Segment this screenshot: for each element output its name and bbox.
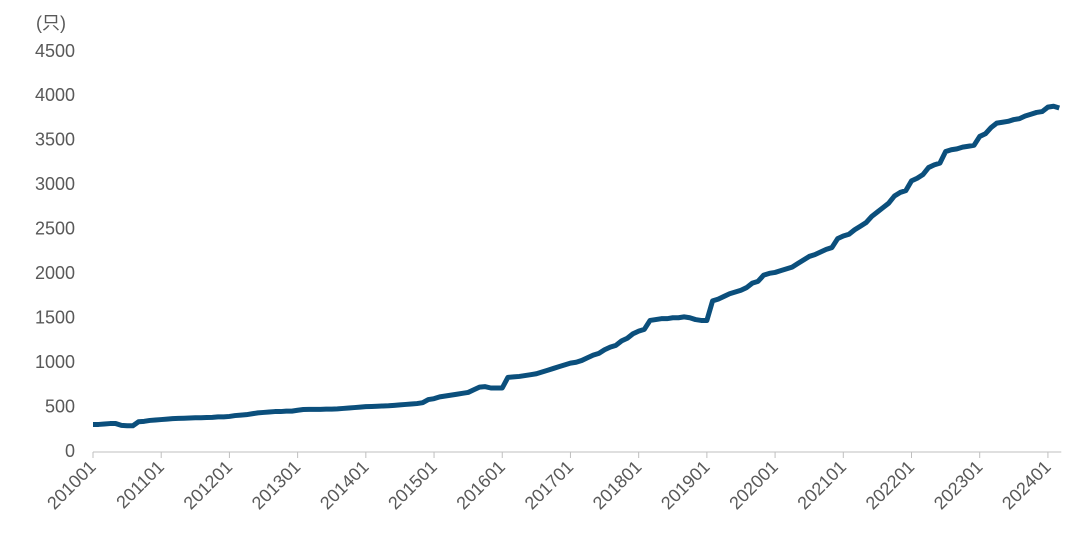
x-tick-label: 201901 xyxy=(657,457,714,514)
y-tick-label: 4500 xyxy=(35,41,75,61)
x-tick-label: 201401 xyxy=(316,457,373,514)
x-tick-label: 202101 xyxy=(793,457,850,514)
x-tick-label: 201601 xyxy=(452,457,509,514)
x-tick-label: 202201 xyxy=(862,457,919,514)
y-tick-label: 3500 xyxy=(35,130,75,150)
x-tick-label: 201201 xyxy=(180,457,237,514)
x-tick-label: 201501 xyxy=(384,457,441,514)
x-tick-label: 201301 xyxy=(248,457,305,514)
y-tick-label: 3000 xyxy=(35,174,75,194)
y-tick-label: 0 xyxy=(65,441,75,461)
y-tick-label: 1000 xyxy=(35,352,75,372)
x-tick-label: 202001 xyxy=(725,457,782,514)
x-tick-label: 201801 xyxy=(589,457,646,514)
x-tick-label: 202301 xyxy=(930,457,987,514)
data-line xyxy=(93,103,1061,429)
y-tick-label: 2000 xyxy=(35,263,75,283)
y-tick-label: 500 xyxy=(45,396,75,416)
x-tick-label: 201701 xyxy=(521,457,578,514)
x-tick-label: 201001 xyxy=(43,457,100,514)
y-tick-label: 2500 xyxy=(35,219,75,239)
y-tick-label: 4000 xyxy=(35,85,75,105)
y-tick-label: 1500 xyxy=(35,307,75,327)
y-axis-label: (只) xyxy=(36,13,66,33)
x-tick-label: 201101 xyxy=(112,457,168,513)
x-tick-label: 202401 xyxy=(998,457,1055,514)
